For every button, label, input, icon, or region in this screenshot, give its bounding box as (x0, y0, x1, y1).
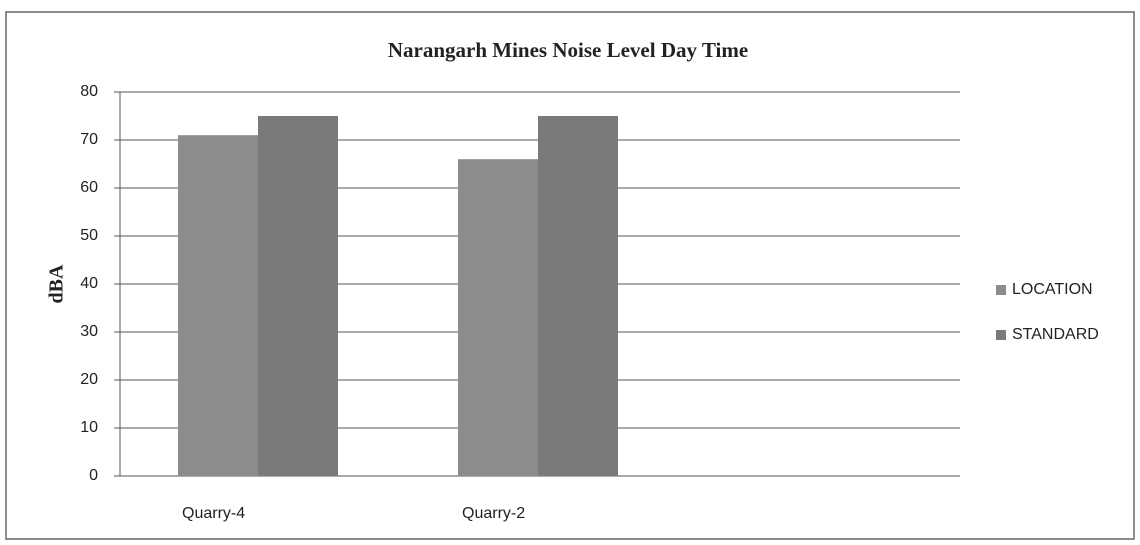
y-tick-label: 10 (80, 419, 98, 436)
y-axis-label: dBA (46, 264, 68, 303)
y-tick-label: 80 (80, 83, 98, 100)
y-tick-label: 50 (80, 227, 98, 244)
y-tick-label: 0 (89, 467, 98, 484)
y-tick-label: 60 (80, 179, 98, 196)
y-tick-label: 30 (80, 323, 98, 340)
bar (258, 116, 338, 476)
legend-label: STANDARD (1012, 326, 1099, 343)
legend-swatch (996, 285, 1006, 295)
x-tick-label: Quarry-4 (182, 505, 245, 522)
bar (458, 159, 538, 476)
y-tick-label: 70 (80, 131, 98, 148)
legend-swatch (996, 330, 1006, 340)
legend-label: LOCATION (1012, 281, 1093, 298)
chart-title: Narangarh Mines Noise Level Day Time (388, 38, 748, 62)
y-tick-label: 20 (80, 371, 98, 388)
x-tick-label: Quarry-2 (462, 505, 525, 522)
bar (538, 116, 618, 476)
bar (178, 135, 258, 476)
y-tick-label: 40 (80, 275, 98, 292)
